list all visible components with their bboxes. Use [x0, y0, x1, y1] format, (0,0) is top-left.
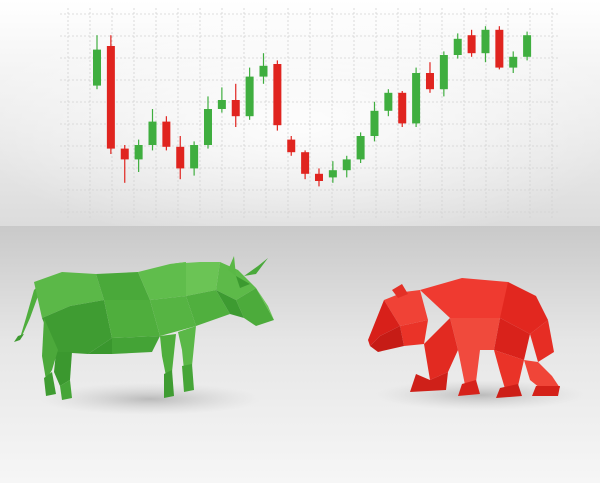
candle-body-up — [412, 73, 420, 123]
candle-body-up — [523, 35, 531, 57]
candle-body-up — [357, 136, 365, 159]
candle-body-down — [121, 149, 129, 160]
candle-body-up — [370, 111, 378, 136]
candle-body-up — [259, 66, 267, 77]
candle-body-up — [218, 100, 226, 109]
candle-body-down — [398, 93, 406, 124]
candle-body-down — [232, 100, 240, 116]
candle-body-up — [440, 55, 448, 89]
candle-body-down — [107, 46, 115, 149]
candle-body-down — [176, 147, 184, 169]
candle-body-down — [495, 30, 503, 68]
candle-body-down — [273, 64, 281, 125]
candle-body-down — [301, 152, 309, 174]
candle-body-up — [454, 39, 462, 55]
candle-body-up — [190, 145, 198, 168]
candle-body-up — [204, 109, 212, 145]
candle-body-down — [162, 122, 170, 147]
candle-body-down — [468, 35, 476, 53]
bull-shadow — [40, 383, 260, 415]
candle-body-up — [93, 50, 101, 86]
candle-body-down — [315, 174, 323, 181]
candle-body-down — [426, 73, 434, 89]
candle-body-up — [343, 159, 351, 170]
candle-body-up — [329, 170, 337, 177]
candle-body-up — [481, 30, 489, 53]
candle-body-up — [509, 57, 517, 68]
candle-body-up — [148, 122, 156, 145]
candle-body-down — [287, 140, 295, 153]
candle-body-up — [384, 93, 392, 111]
candle-body-up — [135, 145, 143, 159]
candle-body-up — [246, 77, 254, 117]
